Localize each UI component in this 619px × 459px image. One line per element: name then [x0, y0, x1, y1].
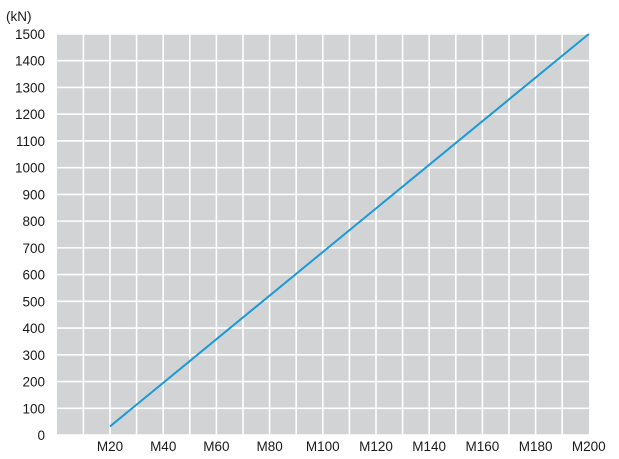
y-tick-labels: 0 100 200 300 400 500 600 700 800 900 1000 1100 1200…	[15, 27, 45, 443]
y-tick-label: 300	[22, 348, 45, 363]
y-tick-label: 400	[22, 321, 45, 336]
x-tick-labels: M20 M40 M60 M80 M100 M120 M140 M160 M180 M200	[97, 439, 606, 454]
series-layer	[109, 33, 590, 428]
y-tick-label: 1400	[15, 54, 45, 69]
y-tick-label: 700	[22, 241, 45, 256]
y-tick-label: 600	[22, 268, 45, 283]
x-tick-label: M40	[150, 439, 176, 454]
x-tick-label: M20	[97, 439, 123, 454]
y-tick-label: 800	[22, 214, 45, 229]
x-tick-label: M120	[359, 439, 393, 454]
y-tick-label: 0	[37, 428, 45, 443]
y-tick-label: 500	[22, 294, 45, 309]
x-tick-label: M140	[412, 439, 446, 454]
y-tick-label: 1000	[15, 161, 45, 176]
y-tick-label: 1300	[15, 80, 45, 95]
y-tick-label: 1500	[15, 27, 45, 42]
y-tick-label: 100	[22, 401, 45, 416]
y-tick-label: 1100	[16, 134, 45, 149]
grid-lines	[57, 33, 589, 436]
x-tick-label: M200	[572, 439, 606, 454]
x-tick-label: M180	[519, 439, 553, 454]
y-axis-unit-label: (kN)	[6, 9, 32, 24]
x-tick-label: M80	[256, 439, 282, 454]
x-tick-label: M100	[306, 439, 340, 454]
x-tick-label: M160	[466, 439, 500, 454]
y-tick-label: 200	[22, 375, 45, 390]
series-line	[109, 33, 590, 428]
x-tick-label: M60	[203, 439, 229, 454]
y-tick-label: 900	[22, 187, 45, 202]
y-tick-label: 1200	[15, 107, 45, 122]
